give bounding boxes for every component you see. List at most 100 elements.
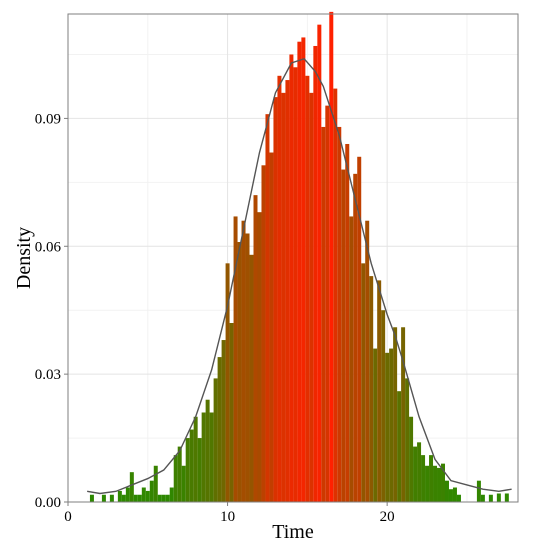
histogram-bar	[389, 348, 394, 502]
y-tick-label: 0.06	[35, 239, 62, 255]
histogram-bar	[349, 216, 354, 502]
histogram-bar	[129, 472, 134, 502]
histogram-bar	[452, 487, 457, 502]
histogram-bar	[413, 446, 418, 502]
histogram-bar	[317, 24, 322, 502]
histogram-bar	[265, 114, 270, 502]
histogram-bar	[409, 416, 414, 502]
histogram-bar	[397, 391, 402, 502]
histogram-bar	[353, 173, 358, 502]
histogram-bar	[189, 429, 194, 502]
histogram-bar	[141, 487, 146, 502]
x-tick-label: 20	[380, 509, 395, 525]
histogram-bar	[241, 220, 246, 502]
histogram-bar	[365, 220, 370, 502]
histogram-bar	[293, 67, 298, 502]
histogram-bar	[337, 126, 342, 502]
histogram-bar	[433, 465, 438, 502]
histogram-bar	[269, 152, 274, 502]
histogram-bar	[165, 494, 170, 502]
histogram-bar	[109, 494, 114, 502]
histogram-bar	[345, 143, 350, 503]
histogram-bar	[429, 455, 434, 502]
histogram-bar	[133, 494, 138, 502]
y-tick-label: 0.03	[35, 367, 61, 383]
histogram-bar	[145, 490, 150, 502]
histogram-bar	[309, 92, 314, 502]
histogram-bar	[177, 446, 182, 502]
histogram-bar	[369, 276, 374, 502]
histogram-bar	[237, 242, 242, 502]
histogram-bar	[121, 494, 126, 502]
histogram-bar	[504, 493, 509, 502]
histogram-bar	[496, 493, 501, 502]
histogram-bar	[385, 352, 390, 502]
histogram-bar	[297, 41, 302, 502]
histogram-bar	[197, 438, 202, 502]
y-axis: 0.00 0.03 0.06 0.09	[35, 111, 68, 511]
histogram-bar	[233, 216, 238, 502]
histogram-bar	[401, 327, 406, 502]
histogram-bar	[437, 467, 442, 502]
histogram-bar	[480, 494, 485, 502]
histogram-bar	[357, 156, 362, 502]
density-curve	[87, 57, 512, 495]
histogram-bar	[448, 489, 453, 502]
y-tick-label: 0.00	[35, 495, 61, 511]
histogram-bar	[157, 494, 162, 502]
histogram-bar	[185, 438, 190, 502]
histogram-bar	[89, 494, 94, 502]
histogram-bar	[313, 45, 318, 502]
x-tick-label: 0	[64, 509, 72, 525]
y-axis-title: Density	[13, 227, 35, 289]
histogram-bar	[117, 490, 122, 502]
histogram-bar	[377, 280, 382, 502]
histogram-bar	[149, 480, 154, 502]
histogram-bar	[225, 263, 230, 502]
histogram-bar	[289, 54, 294, 503]
histogram-bar	[393, 327, 398, 502]
histogram-bar	[329, 11, 334, 503]
histogram-bar	[153, 465, 158, 502]
histogram-bar	[221, 340, 226, 502]
histogram-bar	[456, 494, 461, 502]
histogram-bar	[273, 97, 278, 503]
x-axis: 0 10 20	[64, 502, 395, 525]
histogram-bar	[421, 455, 426, 502]
histogram-bar	[373, 348, 378, 502]
histogram-bar	[325, 105, 330, 502]
histogram-bar	[476, 480, 481, 502]
y-tick-label: 0.09	[35, 111, 61, 127]
histogram-bar	[217, 357, 222, 502]
histogram-bar	[173, 455, 178, 502]
histogram-bar	[261, 165, 266, 503]
histogram-bar	[285, 80, 290, 502]
histogram-bar	[301, 37, 306, 502]
histogram-bar	[137, 494, 142, 502]
histogram-bar	[361, 263, 366, 502]
histogram-bar	[333, 88, 338, 502]
histogram-bar	[161, 494, 166, 502]
histogram-bar	[425, 465, 430, 502]
histogram-bar	[101, 494, 106, 502]
histogram-bar	[321, 126, 326, 502]
histogram-bar	[488, 494, 493, 502]
histogram-bar	[205, 399, 210, 502]
x-tick-label: 10	[220, 509, 235, 525]
histogram-bar	[281, 92, 286, 502]
histogram-bar	[125, 487, 130, 502]
histogram-bar	[201, 412, 206, 502]
histogram-bar	[213, 378, 218, 502]
histogram-bar	[441, 463, 445, 502]
histogram-bar	[417, 442, 422, 502]
histogram-bar	[169, 487, 174, 502]
histogram-bars	[89, 11, 509, 503]
histogram-bar	[405, 378, 410, 502]
histogram-bar	[257, 212, 262, 502]
histogram-bar	[277, 75, 282, 503]
x-axis-title: Time	[272, 521, 314, 543]
histogram-bar	[305, 75, 310, 503]
histogram-bar	[249, 254, 254, 502]
histogram-bar	[209, 412, 214, 502]
